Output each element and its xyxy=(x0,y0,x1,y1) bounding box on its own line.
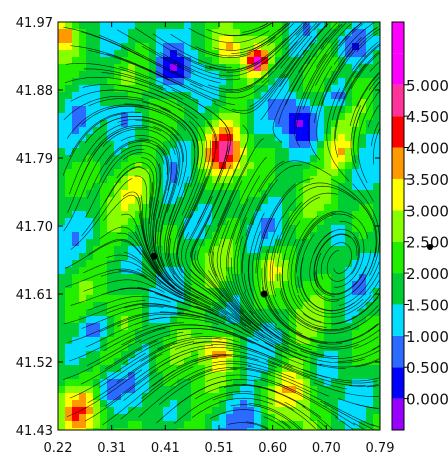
colorbar-segment xyxy=(392,335,404,368)
colorbar-segment xyxy=(392,273,404,305)
colorbar-segment xyxy=(392,178,404,211)
marker-point xyxy=(260,290,268,298)
x-tick-label: 0.60 xyxy=(258,441,287,456)
colorbar: 0.000 0.500 1.000 1.500 2.000 2.500 3.000 3.500… xyxy=(391,21,448,431)
colorbar-tick-label: 0.500 xyxy=(406,359,448,377)
legend-dot xyxy=(427,244,433,250)
x-tick-label: 0.31 xyxy=(97,441,126,456)
y-tick-label: 41.88 xyxy=(16,84,53,99)
colorbar-segment xyxy=(392,147,404,179)
x-tick-label: 0.41 xyxy=(151,441,180,456)
colorbar-tick-label: 5.000 xyxy=(406,77,448,95)
colorbar-segment xyxy=(392,116,404,148)
colorbar-tick-label: 2.500 xyxy=(406,234,448,252)
colorbar-segment xyxy=(392,22,404,54)
colorbar-segment xyxy=(392,210,404,242)
x-tick-label: 0.51 xyxy=(205,441,234,456)
y-tick-label: 41.97 xyxy=(16,16,53,31)
colorbar-segments xyxy=(391,21,405,431)
colorbar-ticks: 0.000 0.500 1.000 1.500 2.000 2.500 3.000 3.500… xyxy=(404,77,448,409)
colorbar-segment xyxy=(392,241,404,274)
colorbar-tick-label: 2.000 xyxy=(406,265,448,283)
colorbar-segment xyxy=(392,398,404,430)
y-tick-label: 41.43 xyxy=(16,424,53,439)
x-tick-label: 0.22 xyxy=(44,441,73,456)
colorbar-tick-label: 4.500 xyxy=(406,108,448,126)
streamlines xyxy=(62,22,380,430)
y-tick-label: 41.70 xyxy=(16,220,53,235)
markers xyxy=(150,252,268,298)
y-tick-label: 41.61 xyxy=(16,288,53,303)
colorbar-segment xyxy=(392,304,404,336)
x-tick-label: 0.70 xyxy=(312,441,341,456)
y-tick-label: 41.79 xyxy=(16,152,53,167)
colorbar-tick-label: 0.000 xyxy=(406,391,448,409)
plot-area xyxy=(57,21,381,431)
colorbar-segment xyxy=(392,367,404,399)
heatmap-field xyxy=(58,22,380,430)
x-tick-label: 0.79 xyxy=(366,441,395,456)
colorbar-tick-label: 1.000 xyxy=(406,328,448,346)
colorbar-tick-label: 4.000 xyxy=(406,140,448,158)
x-axis: 0.22 0.31 0.41 0.51 0.60 0.70 0.79 xyxy=(44,22,395,456)
colorbar-tick-label: 1.500 xyxy=(406,296,448,314)
colorbar-segment xyxy=(392,84,404,117)
colorbar-tick-label: 3.000 xyxy=(406,202,448,220)
colorbar-tick-label: 3.500 xyxy=(406,171,448,189)
marker-point xyxy=(150,252,158,260)
y-axis: 41.43 41.52 41.61 41.70 41.79 41.88 41.97 xyxy=(16,16,380,439)
colorbar-frame xyxy=(391,21,405,431)
y-tick-label: 41.52 xyxy=(16,356,53,371)
colorbar-segment xyxy=(392,53,404,85)
